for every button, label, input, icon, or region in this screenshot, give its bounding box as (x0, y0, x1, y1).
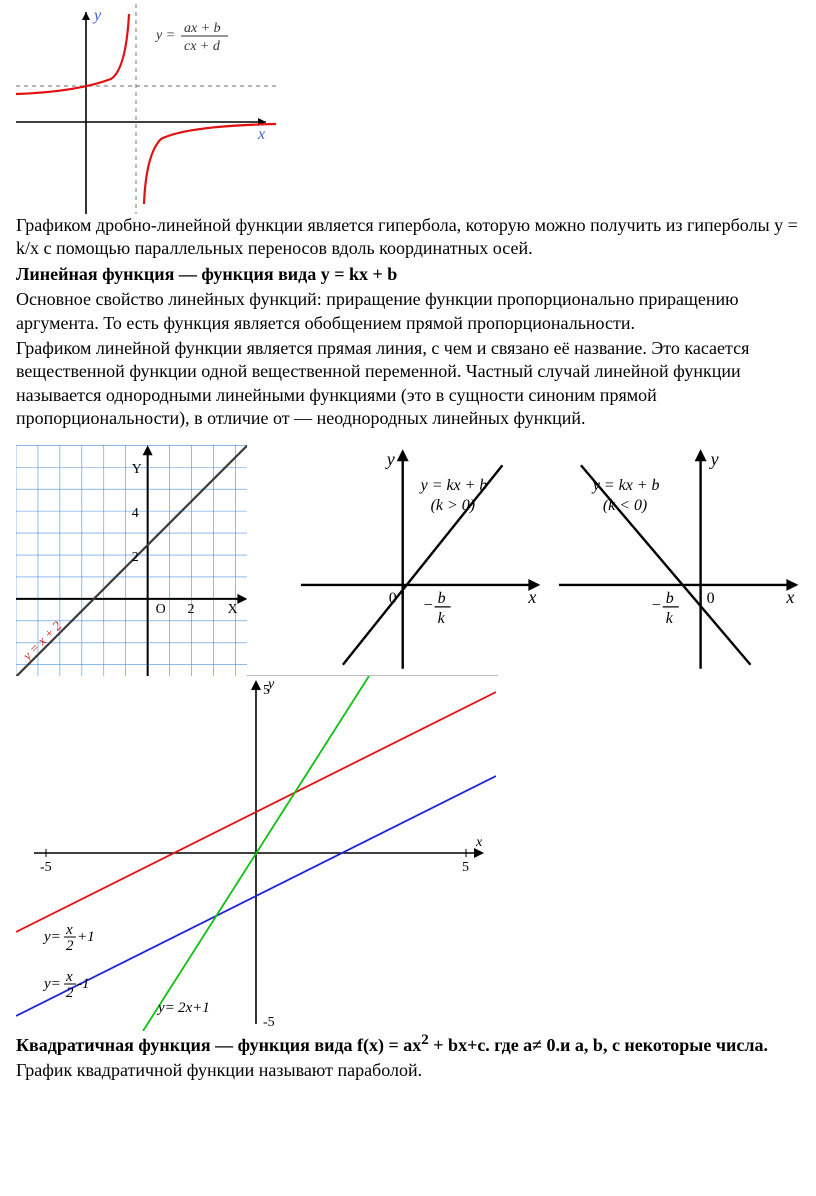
svg-text:y: y (385, 449, 395, 469)
svg-text:x: x (528, 586, 537, 606)
svg-text:k: k (438, 609, 446, 626)
svg-text:ax + b: ax + b (184, 21, 221, 36)
svg-text:y = kx + b: y = kx + b (591, 477, 660, 494)
svg-text:(k < 0): (k < 0) (603, 497, 647, 514)
svg-text:y: y (708, 449, 718, 469)
svg-text:2x+1: 2x+1 (178, 1000, 210, 1016)
hyperbola-graph: y x y = ax + b cx + d (16, 4, 276, 214)
svg-text:O: O (156, 601, 166, 616)
paragraph-2: Основное свойство линейных функций: прир… (16, 288, 800, 335)
y-axis-label: y (92, 7, 102, 24)
paragraph-4: График квадратичной функции называют пар… (16, 1059, 800, 1082)
x-axis-label: x (257, 126, 265, 143)
svg-text:2: 2 (66, 938, 74, 954)
linear-graph-k-pos: y x 0 y = kx + b (k > 0) − b k (293, 445, 542, 675)
grid-linear-graph: O 2 X 2 4 Y y = x + 2 (16, 445, 247, 677)
heading-linear: Линейная функция — функция вида y = kx +… (16, 263, 800, 286)
svg-text:y: y (266, 677, 275, 692)
svg-text:k: k (665, 609, 673, 626)
heading-quadratic: Квадратичная функция — функция вида f(x)… (16, 1031, 800, 1057)
svg-text:−: − (423, 596, 434, 613)
svg-text:(k > 0): (k > 0) (431, 497, 475, 514)
svg-text:b: b (438, 589, 446, 606)
linear-graphs-row: O 2 X 2 4 Y y = x + 2 y x 0 y = kx + b (… (16, 445, 800, 677)
svg-text:b: b (665, 589, 673, 606)
svg-text:-5: -5 (263, 1015, 275, 1030)
svg-text:+1: +1 (77, 929, 95, 945)
svg-text:2: 2 (188, 601, 195, 616)
svg-text:x: x (65, 922, 73, 938)
svg-text:y=: y= (156, 1000, 175, 1016)
svg-text:0: 0 (706, 589, 714, 606)
svg-text:X: X (227, 601, 237, 616)
linear-graph-k-neg: y x 0 y = kx + b (k < 0) − b k (551, 445, 800, 675)
svg-text:-1: -1 (77, 976, 90, 992)
three-lines-graph: -5 5 5 -5 x y y= x 2 +1 y= x 2 -1 y= 2x+… (16, 676, 496, 1031)
svg-text:x: x (65, 969, 73, 985)
svg-text:-5: -5 (40, 860, 52, 875)
svg-text:2: 2 (132, 550, 139, 565)
svg-text:0: 0 (389, 589, 397, 606)
svg-text:y =: y = (154, 28, 175, 43)
svg-text:y = kx + b: y = kx + b (419, 477, 488, 494)
svg-text:5: 5 (462, 860, 469, 875)
svg-text:x: x (785, 586, 794, 606)
paragraph-3: Графиком линейной функции является пряма… (16, 337, 800, 431)
formula: y = ax + b cx + d (154, 21, 228, 54)
paragraph-1: Графиком дробно-линейной функции являетс… (16, 214, 800, 261)
svg-text:y=: y= (42, 976, 61, 992)
svg-text:Y: Y (132, 462, 142, 477)
svg-text:4: 4 (132, 506, 139, 521)
svg-text:cx + d: cx + d (184, 39, 221, 54)
svg-text:y=: y= (42, 929, 61, 945)
svg-text:x: x (475, 835, 483, 850)
svg-text:2: 2 (66, 985, 74, 1001)
svg-text:−: − (650, 596, 661, 613)
